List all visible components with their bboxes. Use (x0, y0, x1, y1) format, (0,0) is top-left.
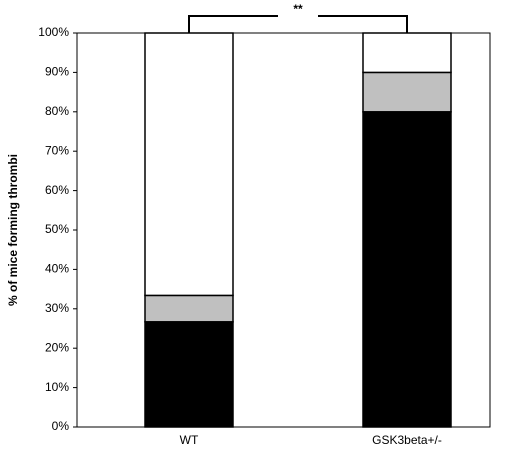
significance-label: ** (293, 2, 303, 16)
x-tick-label: GSK3beta+/- (372, 433, 442, 447)
y-tick-label: 80% (45, 104, 69, 118)
y-tick-label: 0% (52, 419, 70, 433)
y-tick-label: 50% (45, 222, 69, 236)
y-tick-label: 40% (45, 262, 69, 276)
y-tick-label: 60% (45, 183, 69, 197)
y-tick-label: 90% (45, 65, 69, 79)
y-tick-label: 20% (45, 340, 69, 354)
bar-segment (362, 71, 452, 113)
bar-segment (144, 294, 234, 323)
y-axis-label: % of mice forming thrombi (6, 154, 20, 306)
bar-segment (144, 321, 234, 428)
bar-segment (144, 32, 234, 297)
bar-segment (362, 32, 452, 74)
y-tick-label: 10% (45, 380, 69, 394)
y-tick-label: 30% (45, 301, 69, 315)
y-tick-label: 70% (45, 143, 69, 157)
x-tick-label: WT (180, 433, 199, 447)
significance-bracket (188, 15, 408, 33)
y-tick-label: 100% (38, 25, 69, 39)
bar-segment (362, 111, 452, 428)
